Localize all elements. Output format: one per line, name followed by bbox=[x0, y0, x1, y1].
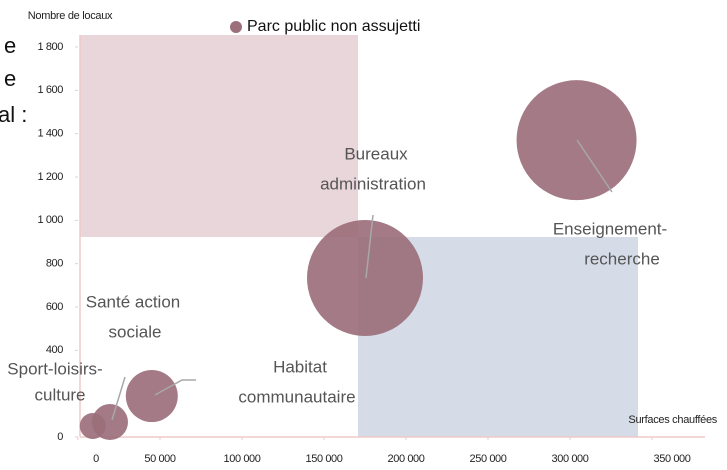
y-tick-label: 1 600 bbox=[37, 84, 63, 96]
bubble-label: administration bbox=[320, 174, 426, 193]
y-tick-label: 400 bbox=[46, 344, 63, 356]
x-tick-label: 0 bbox=[93, 453, 99, 465]
background-text: e bbox=[4, 33, 16, 58]
y-tick-label: 600 bbox=[46, 301, 63, 313]
x-tick-label: 150 000 bbox=[306, 453, 343, 465]
bubble-label: recherche bbox=[584, 249, 660, 268]
bubble bbox=[307, 219, 423, 336]
background-text: al : bbox=[0, 102, 27, 127]
leader-lines bbox=[111, 139, 613, 421]
leader-line bbox=[111, 376, 126, 421]
x-tick-label: 50 000 bbox=[144, 453, 176, 465]
y-axis-title: Nombre de locaux bbox=[28, 10, 113, 22]
x-tick-label: 200 000 bbox=[388, 453, 425, 465]
bubble bbox=[516, 80, 637, 201]
leader-line bbox=[154, 379, 196, 396]
bubble-label: Santé action bbox=[86, 292, 181, 311]
y-tick-label: 1 400 bbox=[37, 128, 63, 140]
legend-marker bbox=[230, 21, 242, 33]
y-tick-label: 1 000 bbox=[37, 214, 63, 226]
legend-label: Parc public non assujetti bbox=[247, 18, 420, 35]
x-tick-label: 250 000 bbox=[470, 453, 507, 465]
bubble-label: Enseignement- bbox=[553, 219, 667, 238]
bubble-label: communautaire bbox=[238, 387, 355, 406]
background-text: e bbox=[4, 66, 16, 91]
bubble-label: Habitat bbox=[273, 357, 327, 376]
y-tick-label: 0 bbox=[57, 431, 63, 443]
y-tick-label: 1 800 bbox=[37, 41, 63, 53]
x-tick-label: 300 000 bbox=[552, 453, 589, 465]
quadrant bbox=[80, 35, 358, 237]
y-tick-label: 1 200 bbox=[37, 171, 63, 183]
bubble-label: Bureaux bbox=[344, 144, 408, 163]
bubble bbox=[125, 370, 178, 423]
bubble-label: culture bbox=[34, 385, 85, 404]
x-axis-title: Surfaces chauffées bbox=[628, 414, 717, 426]
leader-line bbox=[576, 139, 613, 193]
x-tick-label: 100 000 bbox=[224, 453, 261, 465]
bubble-label: Sport-loisirs- bbox=[7, 359, 102, 378]
y-tick-label: 800 bbox=[46, 258, 63, 270]
x-tick-label: 350 000 bbox=[654, 453, 691, 465]
leader-line bbox=[365, 214, 374, 279]
bubble bbox=[79, 412, 106, 439]
bubble-label: sociale bbox=[109, 322, 162, 341]
